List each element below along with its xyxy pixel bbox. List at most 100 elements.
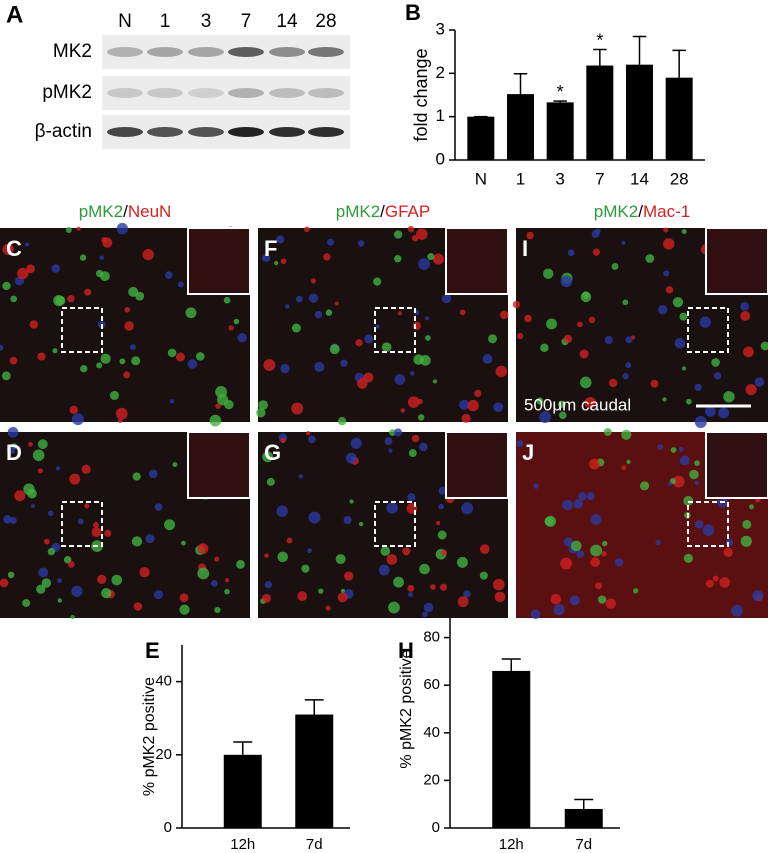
cell bbox=[408, 592, 414, 598]
cell bbox=[357, 240, 365, 247]
cell bbox=[672, 475, 685, 488]
lane-label: 7 bbox=[241, 11, 252, 32]
panel-label: C bbox=[6, 236, 22, 261]
cell bbox=[334, 301, 339, 306]
cell bbox=[297, 591, 308, 602]
cell bbox=[224, 578, 230, 583]
cell bbox=[482, 354, 493, 364]
cell bbox=[663, 270, 670, 277]
annotation: * bbox=[557, 82, 564, 102]
cell bbox=[181, 540, 186, 546]
cell bbox=[308, 511, 321, 524]
cell bbox=[291, 402, 304, 415]
cell bbox=[667, 481, 672, 486]
bar bbox=[467, 116, 495, 160]
x-tick-label: 7d bbox=[575, 836, 592, 853]
cell bbox=[578, 492, 587, 501]
cell bbox=[187, 359, 198, 369]
cell bbox=[719, 577, 730, 588]
y-tick-label: 1 bbox=[436, 106, 445, 125]
cell bbox=[588, 458, 600, 470]
cell bbox=[689, 469, 699, 480]
bar bbox=[295, 714, 334, 828]
cell bbox=[117, 418, 123, 424]
cell bbox=[389, 429, 396, 436]
y-tick-label: 0 bbox=[432, 819, 440, 836]
cell bbox=[386, 554, 398, 565]
cell bbox=[175, 352, 185, 362]
cell bbox=[702, 524, 715, 536]
cell bbox=[337, 592, 348, 603]
cell bbox=[37, 352, 46, 361]
cell bbox=[135, 291, 145, 301]
cell bbox=[116, 222, 128, 235]
cell bbox=[740, 535, 752, 547]
y-tick-label: 20 bbox=[155, 746, 172, 763]
cell bbox=[495, 365, 508, 378]
cell bbox=[479, 571, 488, 580]
band bbox=[107, 47, 143, 57]
cell bbox=[569, 595, 580, 606]
row-label: pMK2 bbox=[42, 82, 92, 103]
cell bbox=[386, 502, 398, 514]
header-part: pMK2 bbox=[79, 202, 123, 221]
band bbox=[308, 88, 344, 98]
cell bbox=[63, 555, 72, 564]
cell bbox=[394, 374, 406, 385]
cell bbox=[723, 391, 735, 403]
cell bbox=[69, 473, 81, 485]
cell bbox=[17, 267, 29, 280]
cell bbox=[142, 249, 154, 261]
band bbox=[188, 127, 224, 137]
x-tick-label: 12h bbox=[499, 836, 524, 853]
cell bbox=[563, 334, 573, 343]
cell bbox=[119, 358, 126, 365]
cell bbox=[681, 366, 686, 371]
cell bbox=[53, 294, 65, 307]
cell bbox=[37, 439, 48, 450]
cell bbox=[101, 236, 108, 243]
cell bbox=[711, 358, 720, 367]
cell bbox=[209, 414, 222, 427]
cell bbox=[407, 396, 420, 408]
cell bbox=[197, 567, 210, 580]
cell bbox=[605, 598, 616, 609]
y-tick-label: 40 bbox=[155, 673, 172, 690]
cell bbox=[663, 227, 669, 233]
bar bbox=[626, 64, 653, 160]
zoom-box bbox=[687, 307, 729, 353]
cell bbox=[164, 271, 173, 280]
inset bbox=[187, 431, 251, 499]
panel-label: E bbox=[145, 638, 160, 663]
cell bbox=[350, 437, 362, 449]
cell bbox=[280, 437, 286, 444]
cell bbox=[314, 361, 325, 372]
band bbox=[107, 88, 143, 98]
bar bbox=[665, 77, 693, 160]
cell bbox=[318, 588, 324, 594]
y-axis-label: % pMK2 positive bbox=[398, 649, 415, 768]
cell bbox=[441, 293, 452, 304]
cell bbox=[577, 321, 583, 328]
cell bbox=[388, 601, 400, 614]
cell bbox=[603, 428, 612, 437]
cell bbox=[586, 492, 595, 501]
cell bbox=[430, 584, 436, 590]
cell bbox=[754, 377, 765, 387]
cell bbox=[28, 442, 33, 447]
cell bbox=[550, 593, 562, 605]
band bbox=[107, 127, 143, 137]
cell bbox=[211, 580, 218, 587]
cell bbox=[463, 590, 471, 598]
cell bbox=[71, 585, 83, 597]
cell bbox=[153, 590, 164, 600]
cell bbox=[100, 353, 111, 364]
cell bbox=[355, 339, 363, 347]
cell bbox=[576, 550, 585, 559]
cell bbox=[145, 534, 155, 544]
cell bbox=[308, 435, 316, 444]
cell bbox=[81, 464, 91, 474]
x-tick-label: 7 bbox=[595, 169, 604, 188]
cell bbox=[115, 407, 128, 420]
cell bbox=[273, 261, 279, 266]
